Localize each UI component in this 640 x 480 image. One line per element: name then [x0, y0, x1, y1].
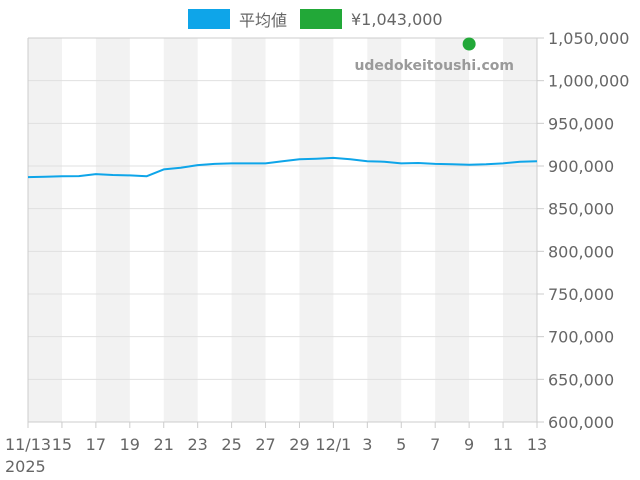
- x-tick-label: 7: [430, 435, 440, 454]
- y-tick-label: 1,000,000: [548, 72, 629, 91]
- series-layer: [27, 37, 538, 179]
- legend-label-average: 平均値: [239, 11, 288, 30]
- x-tick-label: 5: [396, 435, 406, 454]
- date-band: [367, 38, 402, 422]
- price-point: [462, 37, 476, 51]
- y-axis-labels: 1,050,000 1,000,000 950,000 900,000 850,000 8…: [548, 29, 629, 432]
- x-tick-label: 11: [493, 435, 513, 454]
- legend-item-price[interactable]: ¥1,043,000: [300, 7, 443, 31]
- x-tick-label: 3: [362, 435, 372, 454]
- date-band: [503, 38, 537, 422]
- y-tick-label: 850,000: [548, 200, 614, 219]
- legend-swatch-average: [188, 9, 230, 29]
- watermark-text: udedokeitoushi.com: [354, 58, 514, 74]
- legend-swatch-price: [300, 9, 342, 29]
- x-tick-label: 23: [187, 435, 207, 454]
- y-tick-label: 900,000: [548, 157, 614, 176]
- legend-label-price: ¥1,043,000: [351, 9, 443, 29]
- chart-axes: [27, 37, 538, 428]
- date-band: [231, 38, 266, 422]
- x-tick-label: 27: [255, 435, 275, 454]
- x-year-label: 2025: [5, 457, 46, 476]
- x-tick-label: 15: [52, 435, 72, 454]
- x-tick-label: 25: [221, 435, 241, 454]
- x-tick-label: 21: [154, 435, 174, 454]
- chart-legend: 平均値 ¥1,043,000: [0, 7, 640, 31]
- date-band: [95, 38, 130, 422]
- date-band: [299, 38, 334, 422]
- date-band: [435, 38, 470, 422]
- x-tick-label: 19: [120, 435, 140, 454]
- x-tick-label: 12/1: [315, 435, 351, 454]
- y-tick-label: 700,000: [548, 328, 614, 347]
- y-tick-label: 750,000: [548, 285, 614, 304]
- y-tick-label: 800,000: [548, 242, 614, 261]
- x-axis-labels: 11/13 15 17 19 21 23 25 27 29 12/1 3 5 7 9 11 13 2025: [5, 435, 547, 476]
- y-tick-label: 950,000: [548, 114, 614, 133]
- x-tick-label: 13: [527, 435, 547, 454]
- y-tick-label: 600,000: [548, 413, 614, 432]
- date-bands: [28, 38, 537, 422]
- average-price-line: [27, 156, 538, 179]
- x-tick-label: 11/13: [5, 435, 51, 454]
- y-tick-label: 650,000: [548, 370, 614, 389]
- date-band: [163, 38, 198, 422]
- date-band: [28, 38, 62, 422]
- legend-item-average[interactable]: 平均値: [188, 7, 287, 31]
- y-tick-label: 1,050,000: [548, 29, 629, 48]
- x-tick-label: 29: [289, 435, 309, 454]
- x-tick-label: 9: [464, 435, 474, 454]
- x-tick-label: 17: [86, 435, 106, 454]
